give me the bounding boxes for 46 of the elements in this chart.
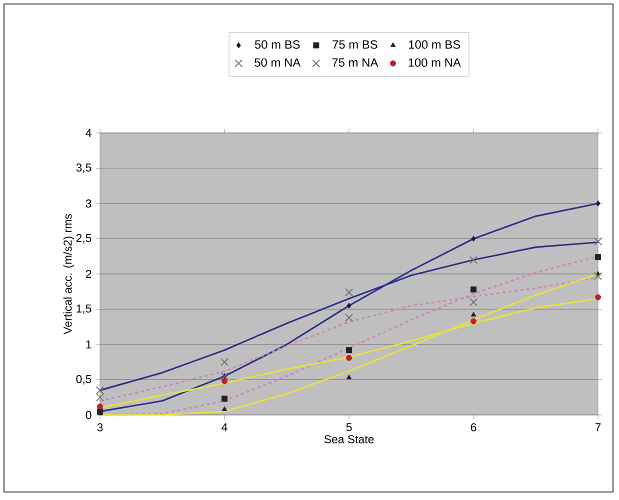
point [96,386,104,394]
point [470,318,477,324]
legend-label: 75 m NA [332,58,378,67]
point [596,200,600,206]
point [96,393,104,402]
y-tick-label: 2 [86,270,92,278]
y-tick-label: 0,5 [76,375,92,384]
point [469,298,478,306]
y-tick-label: 1,5 [76,304,92,314]
point [470,312,476,316]
point [469,256,478,264]
y-tick-label: 4 [86,129,92,137]
point [222,406,228,411]
legend-label: 100 m NA [408,58,461,67]
legend-label: 50 m NA [254,58,301,67]
x-tick-label: 3 [97,423,103,432]
legend-label: 50 m BS [254,40,300,49]
y-tick-label: 0 [86,410,92,420]
point [471,236,476,242]
y-tick-label: 3 [86,199,92,208]
point [344,288,354,296]
y-tick-label: 2,5 [76,234,92,244]
x-tick-label: 5 [346,423,352,432]
point [222,378,228,384]
y-tick-label: 1 [86,340,92,348]
point [346,347,352,354]
legend-label: 75 m BS [332,40,378,49]
point [344,314,354,322]
point [97,404,104,410]
point [346,374,352,380]
point [346,354,352,361]
y-axis-title: Vertical acc. (m/s2) rms [63,214,74,334]
point [470,286,477,292]
legend-label: 100 m BS [409,40,460,49]
point [594,272,602,280]
point [222,396,228,402]
point [594,238,602,246]
point [220,358,229,366]
x-axis-title: Sea State [324,435,374,444]
point [346,302,352,309]
point [595,294,602,300]
x-tick-label: 6 [470,423,476,432]
point [595,254,602,260]
x-tick-label: 7 [595,423,601,432]
x-tick-label: 4 [222,423,228,432]
y-tick-label: 3,5 [76,164,92,173]
